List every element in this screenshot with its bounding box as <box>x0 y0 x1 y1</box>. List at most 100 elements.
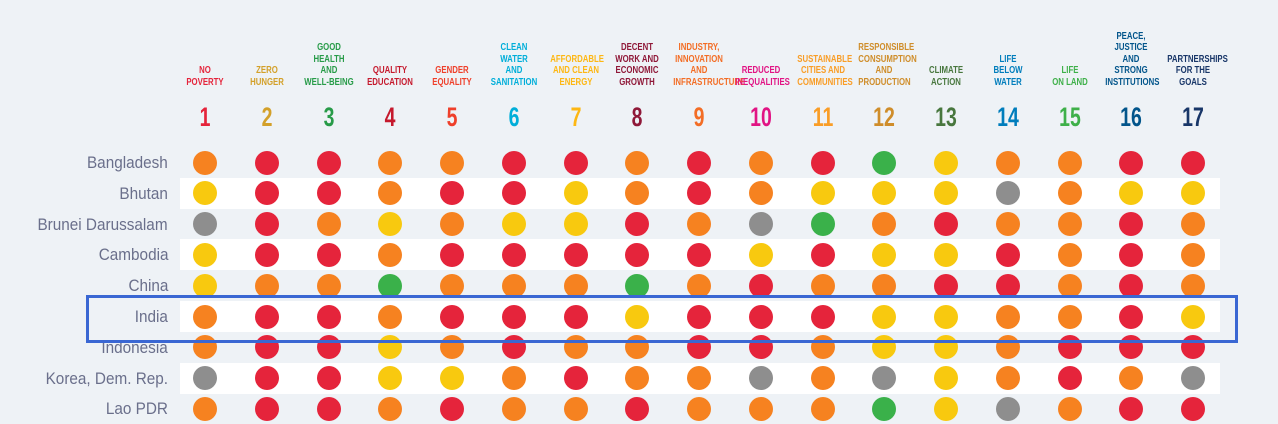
status-dot-orange <box>378 304 403 329</box>
status-dot-orange <box>1057 304 1082 329</box>
goal-number: 9 <box>693 102 705 132</box>
status-dot-orange <box>501 396 526 421</box>
goal-number: 2 <box>261 102 273 132</box>
status-dot-orange <box>687 212 711 237</box>
status-dot-red <box>1119 304 1144 329</box>
goal-title: ZERO HUNGER <box>249 65 284 88</box>
status-dot-red <box>440 304 464 329</box>
status-dot-red <box>501 242 526 267</box>
goal-title: GENDER EQUALITY <box>432 65 472 88</box>
status-dot-red <box>316 335 341 360</box>
status-dot-orange <box>440 212 464 237</box>
status-dot-red <box>501 335 526 360</box>
status-dot-grey <box>872 366 897 391</box>
status-dot-yellow <box>501 212 526 237</box>
goal-header-5: GENDER EQUALITY 5 <box>419 0 485 406</box>
goal-title: PARTNERSHIPS FOR THE GOALS <box>1167 53 1228 88</box>
status-dot-red <box>995 242 1020 267</box>
status-dot-red <box>254 366 279 391</box>
status-dot-yellow <box>440 366 464 391</box>
status-dot-red <box>563 242 588 267</box>
status-dot-red <box>995 273 1020 298</box>
status-dot-red <box>254 304 279 329</box>
status-dot-yellow <box>378 366 403 391</box>
status-dot-red <box>254 150 279 175</box>
status-dot-yellow <box>934 366 958 391</box>
status-dot-yellow <box>1181 304 1205 329</box>
status-dot-red <box>1119 335 1144 360</box>
status-dot-yellow <box>378 335 403 360</box>
goal-title: LIFE BELOW WATER <box>993 53 1023 88</box>
status-dot-red <box>748 273 773 298</box>
sdg-dashboard-chart: NO POVERTY 1 ZERO HUNGER 2 GOOD HEALTH AND W… <box>38 0 1238 421</box>
status-dot-red <box>254 242 279 267</box>
status-dot-red <box>687 242 711 267</box>
goal-number: 13 <box>935 102 957 132</box>
goal-header-15: LIFE ON LAND 15 <box>1037 0 1103 406</box>
status-dot-orange <box>563 335 588 360</box>
goal-title: QUALITY EDUCATION <box>367 65 414 88</box>
status-dot-red <box>254 396 279 421</box>
status-dot-orange <box>563 396 588 421</box>
status-dot-red <box>625 396 650 421</box>
goal-header-12: RESPONSIBLE CONSUMPTION AND PRODUCTION 12 <box>851 0 918 406</box>
status-dot-red <box>501 181 526 206</box>
status-dot-orange <box>687 396 711 421</box>
goal-header-17: PARTNERSHIPS FOR THE GOALS 17 <box>1160 0 1228 406</box>
status-dot-red <box>254 212 279 237</box>
status-dot-red <box>1119 242 1144 267</box>
status-dot-yellow <box>563 181 588 206</box>
goal-header-7: AFFORDABLE AND CLEAN ENERGY 7 <box>543 0 609 406</box>
status-dot-red <box>316 242 341 267</box>
status-dot-orange <box>1057 396 1082 421</box>
status-dot-green <box>872 150 897 175</box>
goal-title: CLIMATE ACTION <box>928 65 964 88</box>
status-dot-red <box>1181 335 1205 360</box>
status-dot-red <box>810 242 835 267</box>
status-dot-orange <box>625 181 650 206</box>
goal-title: LIFE ON LAND <box>1051 65 1088 88</box>
status-dot-orange <box>872 273 897 298</box>
status-dot-yellow <box>934 181 958 206</box>
goal-header-4: QUALITY EDUCATION 4 <box>357 0 423 406</box>
goal-header-2: ZERO HUNGER 2 <box>234 0 300 406</box>
status-dot-red <box>254 181 279 206</box>
status-dot-red <box>748 335 773 360</box>
goal-header-13: CLIMATE ACTION 13 <box>913 0 979 406</box>
status-dot-orange <box>254 273 279 298</box>
status-dot-yellow <box>872 181 897 206</box>
status-dot-orange <box>563 273 588 298</box>
status-dot-orange <box>1181 242 1205 267</box>
status-dot-orange <box>995 150 1020 175</box>
status-dot-red <box>687 181 711 206</box>
status-dot-red <box>563 366 588 391</box>
goal-number: 6 <box>508 102 520 132</box>
status-dot-orange <box>995 335 1020 360</box>
status-dot-grey <box>193 366 217 391</box>
status-dot-red <box>316 150 341 175</box>
country-label: India <box>134 307 168 326</box>
status-dot-yellow <box>193 242 217 267</box>
status-dot-yellow <box>193 273 217 298</box>
status-dot-orange <box>995 304 1020 329</box>
goal-header-9: INDUSTRY, INNOVATION AND INFRASTRUCTURE 9 <box>666 0 745 406</box>
goal-title: CLEAN WATER AND SANITATION <box>490 42 538 88</box>
goal-number: 5 <box>446 102 458 132</box>
status-dot-red <box>934 212 958 237</box>
country-label: Bhutan <box>119 183 168 203</box>
status-dot-red <box>1119 150 1144 175</box>
goal-number: 11 <box>812 102 833 132</box>
goal-header-3: GOOD HEALTH AND WELL-BEING 3 <box>296 0 362 406</box>
status-dot-orange <box>748 150 773 175</box>
status-dot-red <box>810 304 835 329</box>
status-dot-yellow <box>1181 181 1205 206</box>
goal-title: PEACE, JUSTICE AND STRONG INSTITUTIONS <box>1105 30 1160 88</box>
goal-title: GOOD HEALTH AND WELL-BEING <box>303 42 354 88</box>
status-dot-orange <box>810 366 835 391</box>
status-dot-green <box>378 273 403 298</box>
status-dot-red <box>440 396 464 421</box>
goal-header-11: SUSTAINABLE CITIES AND COMMUNITIES 11 <box>790 0 856 406</box>
status-dot-orange <box>810 273 835 298</box>
status-dot-grey <box>193 212 217 237</box>
status-dot-red <box>563 304 588 329</box>
